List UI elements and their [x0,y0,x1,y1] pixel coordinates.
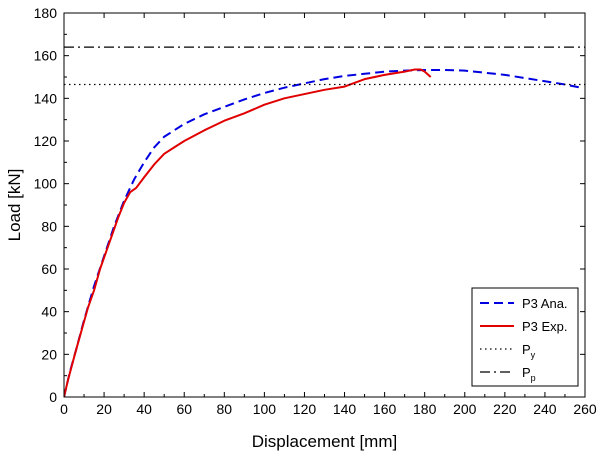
y-tick-label: 160 [34,48,58,64]
x-tick-label: 80 [217,401,233,417]
x-tick-label: 140 [333,401,357,417]
legend-label: P3 Ana. [522,296,568,311]
y-tick-label: 140 [34,90,58,106]
plot-area [64,46,585,397]
y-tick-label: 180 [34,5,58,21]
legend-label-subscript: p [531,373,536,383]
axes: 0 20 40 60 80 100 120 140 160 180 200 220 240 260 0 20 4… [34,5,597,417]
legend-label-text: P3 Ana. [522,296,568,311]
legend-label: Py [522,342,536,360]
legend-label-text: P3 Exp. [522,319,568,334]
x-tick-label: 20 [96,401,112,417]
x-tick-label: 40 [136,401,152,417]
legend-label: Pp [522,365,536,383]
x-tick-label: 180 [413,401,437,417]
y-tick-label: 100 [34,176,58,192]
legend-box [471,287,579,387]
x-tick-label: 260 [573,401,597,417]
x-axis-title: Displacement [mm] [252,432,397,451]
y-tick-label: 40 [41,304,57,320]
x-tick-label: 200 [453,401,477,417]
legend-label: P3 Exp. [522,319,568,334]
x-tick-label: 0 [60,401,68,417]
x-tick-label: 100 [253,401,277,417]
x-tick-label: 160 [373,401,397,417]
y-tick-label: 0 [49,389,57,405]
x-tick-label: 120 [293,401,317,417]
y-tick-label: 60 [41,261,57,277]
y-axis-title: Load [kN] [5,169,24,242]
legend-label-text: P [522,365,531,380]
x-tick-label: 240 [533,401,557,417]
y-tick-label: 80 [41,218,57,234]
x-tick-label: 220 [493,401,517,417]
legend-label-subscript: y [531,350,536,360]
series-line-p3-exp [64,68,432,397]
y-tick-label: 20 [41,346,57,362]
x-tick-label: 60 [176,401,192,417]
legend-label-text: P [522,342,531,357]
y-tick-label: 120 [34,133,58,149]
